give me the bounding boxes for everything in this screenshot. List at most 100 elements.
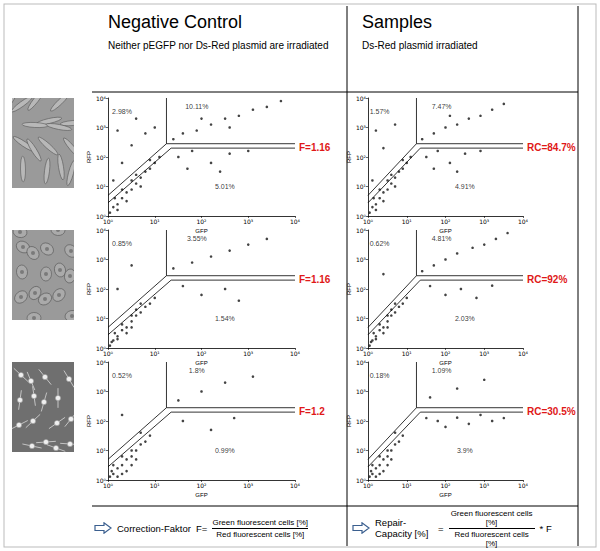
svg-text:10¹: 10¹	[96, 447, 107, 454]
svg-text:10¹: 10¹	[402, 218, 413, 225]
html-text:Ds-Red plasmid irradiated: Ds-Red plasmid irradiated	[362, 40, 478, 51]
svg-text:3.55%: 3.55%	[187, 235, 207, 242]
svg-text:1.09%: 1.09%	[432, 367, 452, 374]
svg-text:10.11%: 10.11%	[185, 103, 208, 110]
svg-text:GFP: GFP	[439, 492, 451, 498]
svg-text:10⁴: 10⁴	[290, 218, 301, 225]
svg-text:10³: 10³	[356, 124, 367, 131]
svg-text:GFP: GFP	[439, 228, 451, 234]
svg-text:10³: 10³	[479, 218, 490, 225]
svg-text:10⁴: 10⁴	[518, 482, 529, 489]
svg-text:10²: 10²	[196, 350, 207, 357]
svg-text:7.47%: 7.47%	[432, 103, 452, 110]
svg-text:RFP: RFP	[346, 151, 352, 163]
svg-text:10⁴: 10⁴	[356, 227, 367, 234]
svg-text:GFP: GFP	[439, 360, 451, 366]
html-text:Negative Control: Negative Control	[108, 12, 243, 32]
svg-text:0.62%: 0.62%	[370, 240, 390, 247]
svg-text:F=1.16: F=1.16	[299, 142, 331, 153]
svg-text:4.91%: 4.91%	[455, 183, 475, 190]
svg-text:10¹: 10¹	[402, 482, 413, 489]
svg-text:10¹: 10¹	[150, 218, 161, 225]
svg-text:10⁴: 10⁴	[96, 359, 107, 366]
svg-text:10⁴: 10⁴	[290, 482, 301, 489]
svg-text:10²: 10²	[196, 482, 207, 489]
svg-text:RFP: RFP	[86, 415, 92, 427]
svg-text:10⁰: 10⁰	[363, 482, 374, 489]
svg-text:10²: 10²	[96, 286, 107, 293]
svg-text:0.18%: 0.18%	[370, 372, 390, 379]
svg-text:1.57%: 1.57%	[370, 108, 390, 115]
svg-text:3.9%: 3.9%	[457, 447, 473, 454]
svg-text:F=1.2: F=1.2	[299, 406, 325, 417]
svg-text:10²: 10²	[440, 350, 451, 357]
svg-text:10³: 10³	[243, 218, 254, 225]
svg-text:10³: 10³	[356, 388, 367, 395]
svg-text:10²: 10²	[356, 154, 367, 161]
html-text:Neither pEGFP nor Ds-Red plasm: Neither pEGFP nor Ds-Red plasmid are irr…	[108, 40, 329, 51]
svg-text:10¹: 10¹	[96, 315, 107, 322]
svg-text:10²: 10²	[356, 418, 367, 425]
svg-text:10⁴: 10⁴	[518, 218, 529, 225]
html-text:Red fluorescent cells [%]: Red fluorescent cells [%]	[454, 529, 529, 548]
svg-text:10²: 10²	[96, 418, 107, 425]
svg-text:10⁰: 10⁰	[363, 218, 374, 225]
svg-text:10¹: 10¹	[402, 350, 413, 357]
svg-text:GFP: GFP	[195, 228, 207, 234]
svg-text:10²: 10²	[440, 218, 451, 225]
svg-text:10⁰: 10⁰	[103, 218, 114, 225]
svg-text:RC=92%: RC=92%	[527, 274, 567, 285]
svg-text:RFP: RFP	[346, 283, 352, 295]
svg-text:10³: 10³	[96, 388, 107, 395]
svg-text:GFP: GFP	[195, 360, 207, 366]
svg-text:5.01%: 5.01%	[215, 183, 235, 190]
svg-text:2.03%: 2.03%	[455, 315, 475, 322]
svg-text:10⁴: 10⁴	[96, 95, 107, 102]
svg-text:0.85%: 0.85%	[112, 240, 132, 247]
svg-text:10¹: 10¹	[96, 183, 107, 190]
svg-text:10⁰: 10⁰	[103, 350, 114, 357]
html-text:Red fluorescent cells [%]: Red fluorescent cells [%]	[216, 529, 305, 539]
svg-text:F=1.16: F=1.16	[299, 274, 331, 285]
html-text:* F: * F	[539, 522, 552, 534]
svg-text:0.52%: 0.52%	[112, 372, 132, 379]
svg-text:10⁰: 10⁰	[363, 350, 374, 357]
svg-text:1.8%: 1.8%	[189, 367, 205, 374]
svg-text:10¹: 10¹	[356, 447, 367, 454]
svg-text:10⁴: 10⁴	[518, 350, 529, 357]
html-text:Green fluorescent cells [%]: Green fluorescent cells [%]	[450, 508, 533, 527]
svg-text:10²: 10²	[96, 154, 107, 161]
svg-text:10³: 10³	[479, 482, 490, 489]
svg-text:1.54%: 1.54%	[215, 315, 235, 322]
svg-text:0.99%: 0.99%	[215, 447, 235, 454]
svg-text:10³: 10³	[96, 256, 107, 263]
svg-text:10⁴: 10⁴	[356, 95, 367, 102]
svg-text:10³: 10³	[96, 124, 107, 131]
svg-text:10⁴: 10⁴	[290, 350, 301, 357]
svg-text:10³: 10³	[243, 482, 254, 489]
svg-text:10⁰: 10⁰	[103, 482, 114, 489]
svg-text:RC=84.7%: RC=84.7%	[527, 142, 576, 153]
svg-text:10¹: 10¹	[150, 482, 161, 489]
svg-text:10²: 10²	[196, 218, 207, 225]
svg-text:10³: 10³	[243, 350, 254, 357]
svg-text:10³: 10³	[356, 256, 367, 263]
svg-text:RFP: RFP	[86, 283, 92, 295]
svg-text:2.98%: 2.98%	[112, 108, 132, 115]
svg-text:RC=30.5%: RC=30.5%	[527, 406, 576, 417]
html-text:Correction-Faktor F= Green flu: Correction-Faktor F= Green fluorescent c…	[117, 517, 309, 534]
svg-text:10⁴: 10⁴	[96, 227, 107, 234]
svg-text:10³: 10³	[479, 350, 490, 357]
svg-text:10¹: 10¹	[356, 315, 367, 322]
svg-text:10¹: 10¹	[150, 350, 161, 357]
html-text:Repair-Capacity [%]: Repair-Capacity [%]	[375, 517, 429, 539]
svg-text:RFP: RFP	[86, 151, 92, 163]
svg-text:10¹: 10¹	[356, 183, 367, 190]
svg-text:10²: 10²	[356, 286, 367, 293]
svg-text:10⁴: 10⁴	[356, 359, 367, 366]
svg-text:4.81%: 4.81%	[432, 235, 452, 242]
svg-text:GFP: GFP	[195, 492, 207, 498]
html-text:Samples: Samples	[362, 12, 432, 32]
svg-text:RFP: RFP	[346, 415, 352, 427]
svg-text:10²: 10²	[440, 482, 451, 489]
